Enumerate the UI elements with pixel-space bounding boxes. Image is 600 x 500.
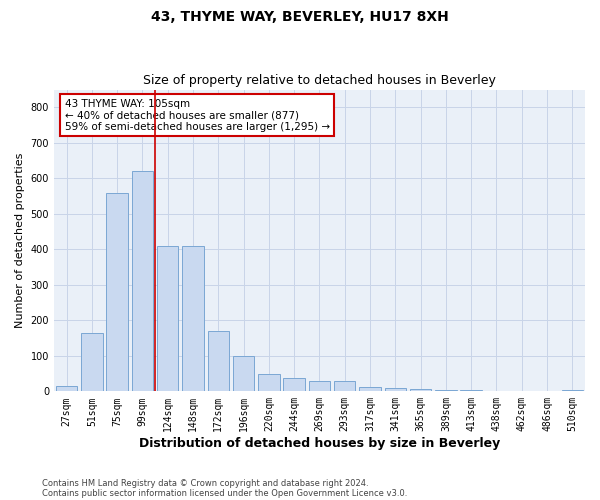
Bar (334, 382, 355, 392)
Bar (208, 331, 229, 392)
Bar (106, 192, 128, 392)
Bar (309, 382, 330, 392)
Bar (233, 356, 254, 392)
Text: 43, THYME WAY, BEVERLEY, HU17 8XH: 43, THYME WAY, BEVERLEY, HU17 8XH (151, 10, 449, 24)
Bar (410, 389, 431, 392)
Bar (562, 390, 583, 392)
Bar (131, 171, 153, 392)
Bar (56, 386, 77, 392)
Bar (81, 333, 103, 392)
Text: 43 THYME WAY: 105sqm
← 40% of detached houses are smaller (877)
59% of semi-deta: 43 THYME WAY: 105sqm ← 40% of detached h… (65, 98, 329, 132)
Bar (385, 388, 406, 392)
Bar (460, 390, 482, 392)
Text: Contains public sector information licensed under the Open Government Licence v3: Contains public sector information licen… (42, 488, 407, 498)
Text: Contains HM Land Registry data © Crown copyright and database right 2024.: Contains HM Land Registry data © Crown c… (42, 478, 368, 488)
Bar (359, 387, 381, 392)
Y-axis label: Number of detached properties: Number of detached properties (15, 153, 25, 328)
Bar (157, 246, 178, 392)
Bar (283, 378, 305, 392)
Bar (258, 374, 280, 392)
Bar (182, 246, 204, 392)
Title: Size of property relative to detached houses in Beverley: Size of property relative to detached ho… (143, 74, 496, 87)
Bar (435, 390, 457, 392)
X-axis label: Distribution of detached houses by size in Beverley: Distribution of detached houses by size … (139, 437, 500, 450)
